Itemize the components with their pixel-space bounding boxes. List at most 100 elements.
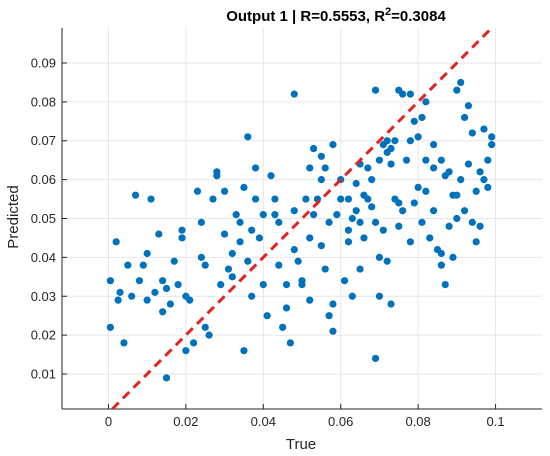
data-point <box>290 246 298 254</box>
data-point <box>395 222 403 230</box>
data-point <box>182 347 190 355</box>
data-point <box>116 288 124 296</box>
data-point <box>286 339 294 347</box>
data-point <box>468 218 476 226</box>
y-tick-label: 0.08 <box>31 94 56 109</box>
data-point <box>143 296 151 304</box>
data-point <box>364 164 372 172</box>
data-point <box>267 172 275 180</box>
y-tick-label: 0.04 <box>31 250 56 265</box>
data-point <box>387 300 395 308</box>
data-point <box>480 125 488 133</box>
data-point <box>166 300 174 308</box>
y-tick-label: 0.03 <box>31 289 56 304</box>
data-point <box>310 211 318 219</box>
data-point <box>275 261 283 269</box>
data-point <box>329 327 337 335</box>
data-point <box>162 374 171 382</box>
data-point <box>224 265 233 273</box>
data-point <box>306 234 314 242</box>
data-point <box>391 137 399 145</box>
data-point <box>244 133 252 141</box>
data-point <box>306 296 314 304</box>
data-point <box>143 249 151 258</box>
data-point <box>453 191 461 199</box>
data-point <box>321 164 329 172</box>
data-point <box>437 249 445 258</box>
data-point <box>406 238 414 246</box>
data-point <box>263 312 271 320</box>
data-point <box>476 222 484 230</box>
data-point <box>186 296 194 304</box>
data-point <box>387 160 395 168</box>
data-point <box>329 300 337 308</box>
data-point <box>159 277 167 285</box>
grid <box>62 28 542 409</box>
data-point <box>170 257 178 265</box>
data-point <box>488 133 496 141</box>
data-point <box>402 156 411 164</box>
data-point <box>124 261 132 269</box>
x-tick-label: 0.08 <box>405 414 430 429</box>
data-point <box>352 179 360 188</box>
data-point <box>244 257 252 265</box>
data-point <box>279 323 287 331</box>
x-tick-label: 0.04 <box>251 414 276 429</box>
data-point <box>333 211 341 219</box>
data-point <box>240 347 248 355</box>
data-point <box>387 144 395 153</box>
axes <box>61 28 542 410</box>
data-point <box>120 339 128 347</box>
data-point <box>310 144 318 153</box>
data-point <box>251 195 260 203</box>
data-point <box>217 280 225 289</box>
data-point <box>255 234 264 242</box>
data-point <box>298 280 306 289</box>
data-point <box>325 218 333 226</box>
data-point <box>131 191 140 199</box>
data-point <box>430 141 438 149</box>
data-point <box>430 164 438 172</box>
data-point <box>453 214 461 223</box>
data-point <box>232 211 240 219</box>
data-point <box>399 207 407 215</box>
data-points <box>106 78 496 382</box>
data-point <box>147 195 155 203</box>
data-point <box>356 265 364 273</box>
data-point <box>360 234 368 242</box>
data-point <box>476 168 484 176</box>
data-point <box>228 249 236 258</box>
y-tick-label: 0.05 <box>31 211 56 226</box>
data-point <box>290 90 298 98</box>
data-point <box>174 280 182 289</box>
data-point <box>128 292 136 300</box>
data-point <box>201 323 209 331</box>
data-point <box>271 195 279 203</box>
data-point <box>418 218 426 226</box>
data-point <box>290 207 298 215</box>
data-point <box>275 218 283 226</box>
data-point <box>201 261 209 269</box>
data-point <box>368 176 376 184</box>
data-point <box>468 129 476 137</box>
data-point <box>271 211 279 219</box>
data-point <box>488 141 496 149</box>
title-superscript: 2 <box>385 6 391 18</box>
data-point <box>220 230 229 238</box>
data-point <box>383 137 391 145</box>
data-point <box>178 234 186 242</box>
data-point <box>190 339 198 347</box>
data-point <box>259 280 267 289</box>
data-point <box>106 323 114 331</box>
data-point <box>480 176 488 184</box>
data-point <box>114 296 122 304</box>
data-point <box>259 211 267 219</box>
data-point <box>348 214 356 223</box>
data-point <box>344 238 353 246</box>
data-point <box>282 280 291 289</box>
x-tick-label: 0.02 <box>173 414 198 429</box>
data-point <box>162 284 171 293</box>
data-point <box>151 288 159 296</box>
data-point <box>410 199 418 207</box>
data-point <box>220 187 229 195</box>
